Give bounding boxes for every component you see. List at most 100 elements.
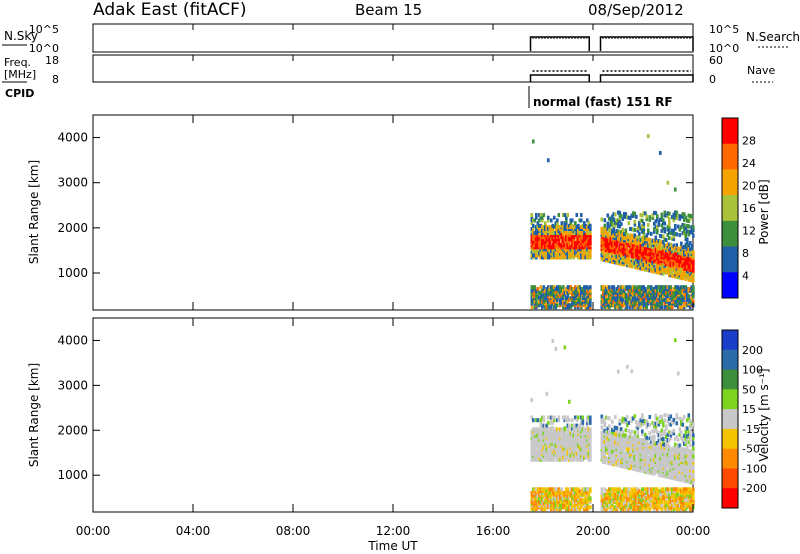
heatmap-cell <box>587 253 591 258</box>
heatmap-cell <box>636 288 640 293</box>
heatmap-cell <box>638 255 641 260</box>
heatmap-cell <box>560 255 564 260</box>
heatmap-cell <box>680 225 683 230</box>
heatmap-cell <box>650 448 653 453</box>
heatmap-cell <box>650 242 653 247</box>
heatmap-cell <box>672 417 676 422</box>
heatmap-cell <box>663 263 667 268</box>
heatmap-cell <box>663 221 667 226</box>
heatmap-cell <box>541 431 544 436</box>
heatmap-cell <box>663 213 667 218</box>
heatmap-cell <box>642 232 646 237</box>
heatmap-cell <box>635 214 638 219</box>
heatmap-cell <box>671 245 674 250</box>
heatmap-cell <box>614 223 617 228</box>
heatmap-cell <box>569 224 573 229</box>
heatmap-cell <box>683 414 686 419</box>
heatmap-cell <box>587 455 591 460</box>
heatmap-cell <box>538 247 541 252</box>
heatmap-cell <box>550 487 553 492</box>
heatmap-cell <box>651 248 655 253</box>
heatmap-cell <box>532 249 535 254</box>
heatmap-cell <box>657 470 661 475</box>
heatmap-cell <box>669 449 673 454</box>
heatmap-cell <box>535 237 538 242</box>
heatmap-cell <box>557 224 561 229</box>
heatmap-cell <box>642 465 646 470</box>
heatmap-cell <box>563 433 567 438</box>
heatmap-cell <box>647 296 650 301</box>
heatmap-cell <box>659 471 662 476</box>
heatmap-cell <box>533 218 537 223</box>
y-tick-label: 3000 <box>57 378 88 392</box>
heatmap-cell <box>674 476 677 481</box>
heatmap-cell <box>650 503 653 508</box>
heatmap-cell <box>639 246 643 251</box>
heatmap-cell <box>544 447 547 452</box>
heatmap-cell <box>562 431 565 436</box>
heatmap-cell <box>681 249 685 254</box>
heatmap-cell <box>639 505 643 510</box>
heatmap-cell <box>648 452 652 457</box>
heatmap-cell <box>624 299 628 304</box>
heatmap-cell <box>635 259 638 264</box>
heatmap-cell <box>542 251 546 256</box>
heatmap-cell <box>580 443 583 448</box>
heatmap-cell <box>589 453 592 458</box>
heatmap-cell <box>618 463 622 468</box>
heatmap-cell <box>665 487 668 492</box>
heatmap-cell <box>544 237 547 242</box>
heatmap-cell <box>578 489 582 494</box>
heatmap-cell <box>553 453 556 458</box>
heatmap-cell <box>584 437 588 442</box>
heatmap-cell <box>539 239 543 244</box>
heatmap-cell <box>633 219 637 224</box>
heatmap-cell <box>584 305 588 310</box>
heatmap-cell <box>551 437 555 442</box>
heatmap-cell <box>608 416 611 421</box>
heatmap-cell <box>672 231 676 236</box>
heatmap-cell <box>630 416 634 421</box>
heatmap-cell <box>638 239 641 244</box>
y-tick-label: 2000 <box>57 423 88 437</box>
heatmap-cell <box>621 258 625 263</box>
heatmap-cell <box>663 490 667 495</box>
heatmap-cell <box>606 442 610 447</box>
heatmap-cell <box>562 443 565 448</box>
heatmap-cell <box>615 221 619 226</box>
heatmap-cell <box>692 225 695 230</box>
heatmap-cell <box>569 447 573 452</box>
heatmap-cell <box>663 226 667 231</box>
heatmap-cell <box>535 445 538 450</box>
heatmap-cell <box>653 463 656 468</box>
heatmap-cell <box>550 441 553 446</box>
heatmap-cell <box>581 255 585 260</box>
heatmap-cell <box>557 285 561 290</box>
heatmap-cell <box>583 429 586 434</box>
heatmap-cell <box>635 255 638 260</box>
heatmap-cell <box>641 464 644 469</box>
heatmap-cell <box>605 505 608 510</box>
heatmap-cell <box>678 453 682 458</box>
heatmap-cell <box>608 242 611 247</box>
heatmap-cell <box>533 447 537 452</box>
heatmap-cell <box>574 227 577 232</box>
heatmap-cell <box>539 235 543 240</box>
heatmap-cell <box>603 257 607 262</box>
heatmap-cell <box>553 492 556 497</box>
heatmap-cell <box>568 251 571 256</box>
heatmap-cell <box>547 288 550 293</box>
heatmap-cell <box>654 449 658 454</box>
heatmap-cell <box>560 503 564 508</box>
heatmap-cell <box>675 462 679 467</box>
heatmap-cell <box>689 251 692 256</box>
heatmap-cell <box>684 234 688 239</box>
heatmap-cell <box>626 463 629 468</box>
heatmap-cell <box>548 415 552 420</box>
heatmap-cell <box>683 256 686 261</box>
heatmap-cell <box>654 447 658 452</box>
heatmap-cell <box>551 490 555 495</box>
heatmap-cell <box>651 299 655 304</box>
heatmap-cell <box>556 224 559 229</box>
